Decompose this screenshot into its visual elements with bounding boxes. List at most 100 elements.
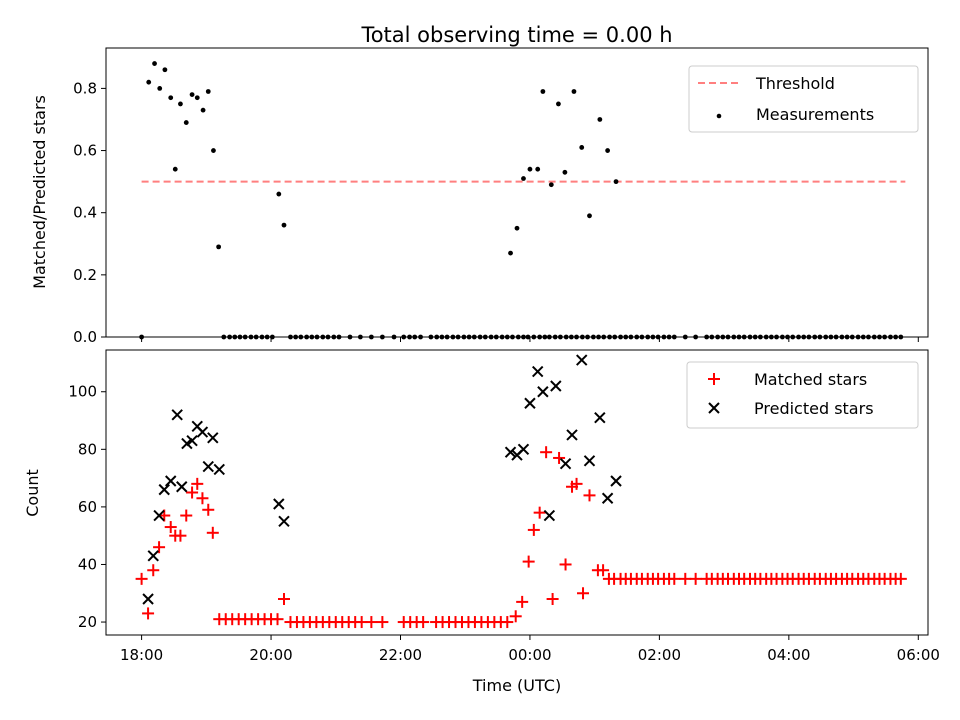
top-y-axis-label: Matched/Predicted stars [30,95,49,289]
predicted-stars-point [537,386,549,398]
matched-stars-point [417,616,430,629]
measurement-point [535,166,541,172]
bottom-axes: 20 40 60 80 100 18:00 20:00 22:00 00:00 02:00 04:… [23,349,940,695]
matched-stars-point [196,492,209,505]
measurement-point [548,182,554,188]
matched-legend-swatch [708,373,720,385]
measurement-point [172,166,178,172]
matched-stars-point [501,616,514,629]
x-tick-label: 18:00 [120,646,163,664]
y-tick-label: 0.4 [73,204,97,222]
predicted-stars-point [576,354,588,366]
measurement-point [521,176,526,181]
measurement-point [540,89,546,94]
measurement-point [216,244,222,250]
matched-stars-point [277,593,290,606]
predicted-stars-point [610,475,622,487]
measurement-point [613,179,619,185]
y-tick-label: 80 [78,440,97,458]
top-x-ticks [141,337,919,342]
bottom-plot-marks [135,354,907,629]
x-tick-label: 22:00 [379,646,422,664]
predicted-stars-point [147,550,159,562]
matched-stars-point [365,616,378,629]
predicted-stars-point [158,483,170,496]
x-tick-label: 00:00 [508,646,551,664]
y-tick-label: 0.0 [73,328,97,346]
top-y-ticks: 0.0 0.2 0.4 0.6 0.8 [73,79,106,346]
predicted-legend-swatch [708,402,720,414]
measurement-point [527,166,533,172]
predicted-stars-point [559,458,572,470]
x-tick-label: 20:00 [249,646,292,664]
bottom-y-axis-label: Count [23,469,42,517]
predicted-stars-point [543,509,556,522]
matched-stars-point [540,446,553,459]
matched-stars-point [527,523,540,536]
y-tick-label: 20 [78,613,97,631]
predicted-stars-point [278,515,290,527]
measurement-point [571,89,577,94]
matched-stars-point [206,526,219,539]
measurement-point [556,101,561,107]
measurement-point [579,145,585,150]
matched-stars-point [186,486,199,499]
threshold-legend-label: Threshold [755,74,835,93]
matched-stars-point [668,572,681,585]
measurement-point [281,222,287,228]
predicted-stars-point [196,426,209,438]
predicted-stars-point [153,509,165,522]
top-axes: 0.00.20.40.60.8 Matched/Predicted stars … [30,47,929,346]
top-axes-frame [105,47,929,338]
x-tick-label: 04:00 [767,646,810,664]
measurement-point [189,92,195,98]
matched-stars-point [147,564,160,577]
top-legend: Threshold Measurements [688,65,919,133]
bottom-axes-frame [105,349,929,636]
top-legend-box [688,65,919,133]
predicted-stars-point [504,446,517,458]
measurement-point [597,117,603,122]
matched-stars-point [180,509,193,522]
predicted-stars-point [583,455,596,467]
predicted-stars-point [594,411,606,424]
predicted-legend-label: Predicted stars [754,399,874,418]
matched-stars-point [583,489,596,502]
predicted-stars-point [171,409,183,421]
predicted-stars-point [601,492,614,504]
matched-stars-point [516,595,529,608]
measurement-point [276,191,282,197]
measurement-point [168,95,174,101]
measurement-point [178,101,183,107]
predicted-stars-point [532,365,544,378]
x-tick-label: 02:00 [638,646,681,664]
matched-stars-point [553,451,566,464]
measurement-point [211,148,216,153]
matched-stars-point [271,613,284,626]
predicted-stars-point [142,593,154,605]
measurement-point [605,148,611,153]
bottom-y-ticks: 20 40 60 80 100 [68,383,106,631]
measurement-point [508,250,513,256]
matched-stars-point [191,477,204,490]
y-tick-label: 0.2 [73,266,97,284]
matched-stars-point [522,555,535,568]
y-tick-label: 0.6 [73,142,97,160]
measurement-point [514,225,520,231]
predicted-stars-point [550,380,562,392]
measurement-point [157,85,163,91]
measurement-point [183,120,189,125]
y-tick-label: 40 [78,555,97,573]
measurement-point [200,107,206,113]
x-tick-label: 06:00 [897,646,940,664]
predicted-stars-point [273,498,285,510]
matched-stars-point [894,572,907,585]
y-tick-label: 0.8 [73,79,97,97]
matched-stars-point [376,616,389,629]
measurement-point [194,95,200,101]
y-tick-label: 60 [78,498,97,516]
predicted-stars-point [186,434,198,447]
measurements-legend-label: Measurements [756,105,874,124]
matched-stars-point [689,572,702,585]
measurement-point [152,61,157,66]
